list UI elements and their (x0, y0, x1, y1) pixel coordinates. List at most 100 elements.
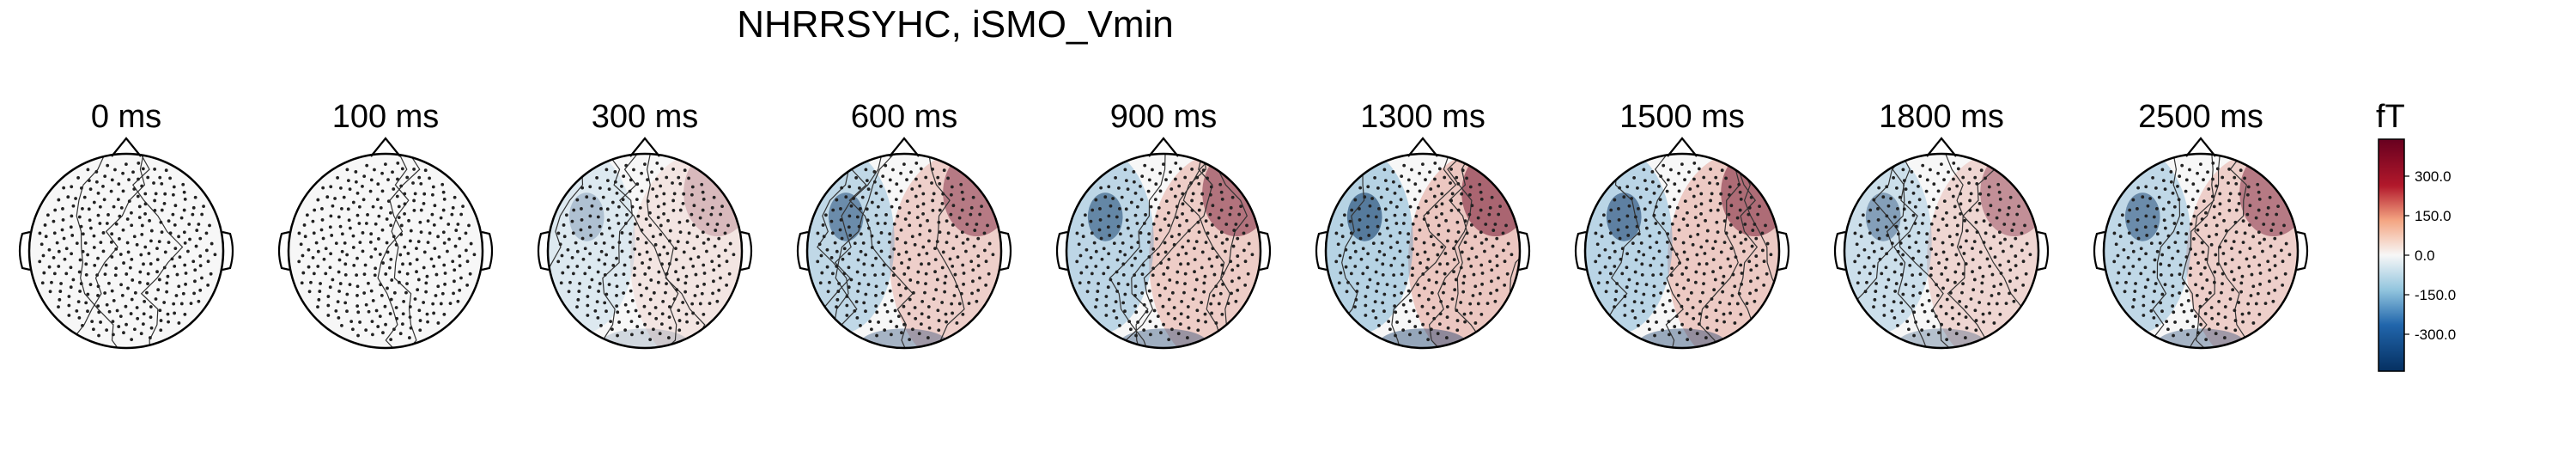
sensor-dot (858, 186, 861, 190)
sensor-dot (456, 223, 460, 226)
sensor-dot (357, 222, 361, 225)
sensor-dot (1704, 315, 1709, 320)
sensor-dot (390, 278, 394, 282)
sensor-dot (840, 236, 844, 241)
sensor-dot (1208, 192, 1212, 197)
sensor-dot (949, 192, 953, 197)
sensor-dot (1667, 320, 1671, 324)
sensor-dot (1167, 338, 1171, 342)
sensor-dot (365, 163, 369, 168)
sensor-dot (2161, 207, 2166, 211)
sensor-dot (2214, 332, 2218, 336)
sensor-dot (2015, 212, 2020, 217)
time-label: 1500 ms (1619, 99, 1745, 135)
sensor-dot (94, 170, 99, 174)
sensor-dot (648, 223, 653, 228)
sensor-dot (44, 235, 48, 239)
sensor-dot (926, 218, 929, 223)
sensor-dot (373, 273, 377, 278)
sensor-dot (1470, 204, 1474, 208)
sensor-dot (2117, 271, 2121, 275)
sensor-dot (379, 205, 383, 210)
sensor-dot (1762, 283, 1766, 287)
sensor-dot (1490, 195, 1494, 199)
sensor-dot (1170, 327, 1174, 332)
sensor-dot (2112, 259, 2117, 264)
sensor-dot (1911, 191, 1916, 195)
sensor-dot (621, 198, 625, 202)
sensor-dot (1239, 205, 1242, 208)
sensor-dot (2199, 272, 2203, 276)
sensor-dot (101, 249, 106, 253)
sensor-dot (1987, 185, 1991, 189)
sensor-dot (1720, 168, 1724, 173)
sensor-dot (39, 242, 44, 247)
sensor-dot (1487, 212, 1492, 217)
sensor-dot (1997, 230, 2002, 235)
sensor-dot (160, 230, 164, 235)
sensor-dot (668, 239, 671, 243)
sensor-dot (179, 216, 184, 220)
sensor-dot (615, 256, 618, 260)
sensor-dot (980, 205, 983, 208)
sensor-dot (364, 328, 368, 333)
sensor-dot (1929, 266, 1934, 271)
sensor-dot (1721, 290, 1725, 294)
sensor-dot (1594, 259, 1598, 264)
sensor-dot (1660, 263, 1664, 267)
sensor-dot (1951, 316, 1955, 321)
sensor-dot (1456, 230, 1461, 235)
sensor-dot (891, 168, 895, 172)
sensor-dot (1455, 328, 1460, 333)
sensor-dot (833, 241, 837, 245)
sensor-dot (637, 314, 641, 319)
sensor-dot (1133, 256, 1137, 260)
sensor-dot (1411, 266, 1415, 271)
sensor-dot (629, 320, 634, 324)
sensor-dot (1936, 171, 1940, 175)
sensor-dot (2237, 266, 2241, 270)
sensor-dot (1937, 261, 1941, 265)
sensor-dot (79, 282, 83, 285)
sensor-dot (404, 290, 408, 295)
sensor-dot (1096, 290, 1100, 293)
sensor-dot (1625, 185, 1630, 189)
sensor-dot (945, 320, 948, 324)
sensor-dot (441, 190, 446, 194)
sensor-dot (1911, 213, 1916, 217)
sensor-dot (1075, 231, 1079, 235)
sensor-dot (417, 308, 422, 313)
sensor-dot (892, 247, 896, 251)
field-blob (1865, 192, 1901, 241)
sensor-dot (1659, 272, 1663, 277)
sensor-dot (312, 272, 316, 276)
sensor-dot (1659, 291, 1663, 295)
sensor-dot (564, 213, 568, 217)
sensor-dot (2233, 175, 2237, 180)
sensor-dot (914, 316, 918, 321)
sensor-dot (690, 192, 694, 197)
sensor-dot (629, 178, 633, 182)
sensor-dot (1884, 285, 1888, 290)
sensor-dot (40, 281, 45, 285)
sensor-dot (605, 309, 608, 314)
head-outline (1583, 152, 1781, 350)
sensor-dot (1973, 308, 1978, 313)
sensor-dot (1959, 192, 1963, 196)
sensor-dot (967, 302, 971, 306)
sensor-dot (696, 284, 700, 289)
sensor-dot (2173, 321, 2177, 324)
sensor-dot (208, 223, 211, 228)
sensor-dot (1490, 279, 1493, 284)
figure-title: NHRRSYHC, iSMO_Vmin (737, 3, 1174, 46)
sensor-dot (1920, 328, 1924, 333)
sensor-dot (2155, 323, 2159, 327)
sensor-dot (1689, 290, 1693, 295)
sensor-dot (2152, 316, 2156, 320)
sensor-dot (157, 278, 161, 282)
sensor-dot (596, 270, 600, 274)
sensor-dot (2021, 259, 2026, 264)
sensor-dot (440, 182, 445, 186)
sensor-dot (1924, 189, 1929, 193)
sensor-dot (321, 186, 325, 190)
